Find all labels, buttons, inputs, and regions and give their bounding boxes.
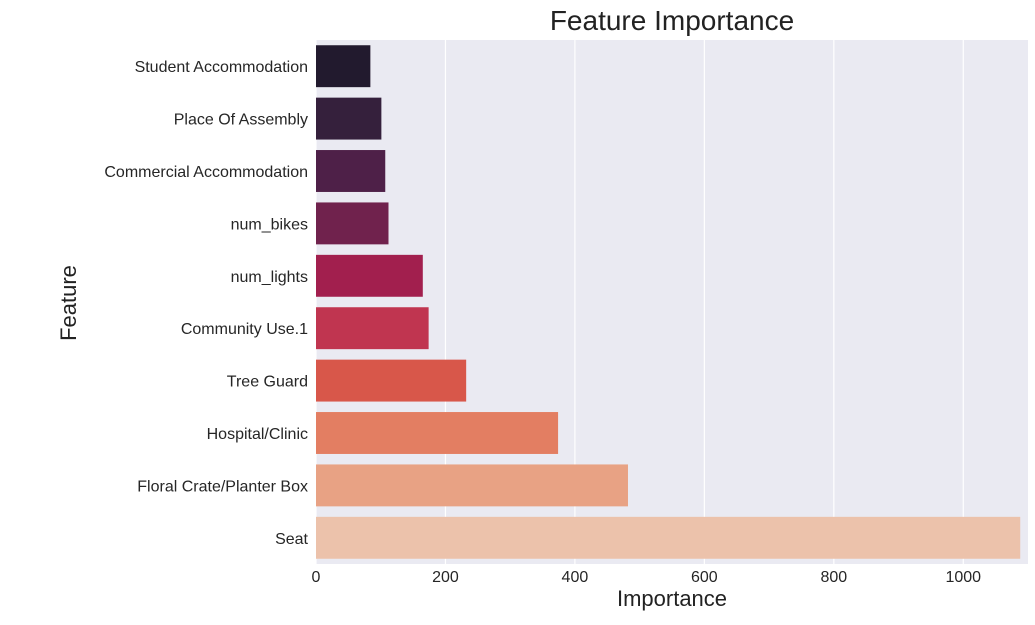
bar: [316, 359, 467, 402]
x-tick-labels: 0 200 400 600 800 1000: [312, 569, 982, 586]
x-tick-label: 400: [562, 569, 589, 586]
y-tick-labels: Student Accommodation Place Of Assembly Co…: [104, 59, 308, 548]
y-tick-label: Commercial Accommodation: [104, 164, 308, 181]
bar: [316, 412, 559, 454]
bar: [316, 97, 382, 140]
bar: [316, 45, 371, 88]
y-tick-label: num_lights: [231, 269, 308, 286]
y-tick-label: Seat: [275, 531, 308, 548]
x-tick-label: 800: [820, 569, 847, 586]
x-tick-label: 600: [691, 569, 718, 586]
bar: [316, 150, 386, 192]
y-tick-label: Place Of Assembly: [174, 112, 308, 129]
bar: [316, 464, 628, 507]
x-axis-label: Importance: [617, 586, 727, 611]
x-tick-label: 0: [312, 569, 321, 586]
x-tick-label: 1000: [945, 569, 981, 586]
y-axis-label: Feature: [56, 265, 81, 341]
x-tick-label: 200: [432, 569, 459, 586]
bar: [316, 254, 423, 297]
y-tick-label: Student Accommodation: [135, 59, 308, 76]
y-tick-label: Community Use.1: [181, 321, 308, 338]
y-tick-label: Hospital/Clinic: [207, 426, 308, 443]
y-tick-label: Floral Crate/Planter Box: [137, 478, 308, 495]
y-tick-label: num_bikes: [231, 216, 308, 233]
bar: [316, 307, 429, 350]
bar: [316, 516, 1021, 559]
bars: [316, 45, 1021, 559]
y-tick-label: Tree Guard: [227, 374, 308, 391]
chart-title: Feature Importance: [550, 5, 794, 36]
bar: [316, 202, 389, 245]
